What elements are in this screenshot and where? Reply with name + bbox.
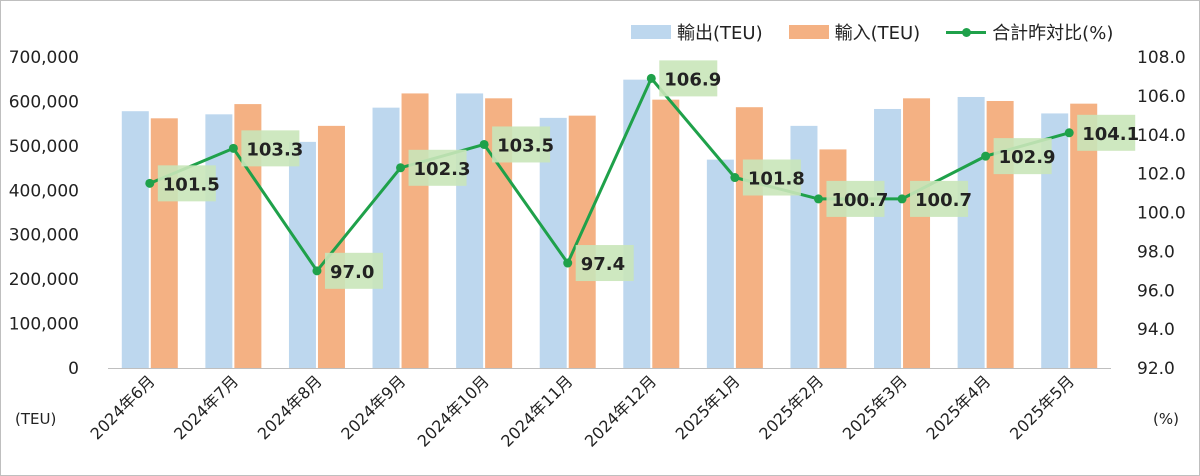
data-label-bg xyxy=(993,138,1052,175)
data-label-yoy: 101.8 xyxy=(748,169,805,190)
x-axis-tick-label: 2025年5月 xyxy=(1006,371,1078,443)
left-axis-tick-label: 300,000 xyxy=(9,226,79,246)
left-axis-unit: (TEU) xyxy=(15,410,57,428)
data-label-bg xyxy=(324,252,383,289)
legend-label-yoy: 合計昨対比(%) xyxy=(992,23,1114,44)
legend-item-yoy: 合計昨対比(%) xyxy=(946,19,1113,45)
point-yoy xyxy=(730,173,740,183)
left-axis-tick-label: 200,000 xyxy=(9,270,79,290)
point-yoy xyxy=(145,178,155,188)
x-axis-tick-label: 2024年9月 xyxy=(337,371,409,443)
right-axis-tick-label: 96.0 xyxy=(1137,281,1175,301)
bar-export xyxy=(372,107,400,369)
data-label-yoy: 102.9 xyxy=(999,147,1056,168)
point-yoy xyxy=(981,151,991,161)
bar-export xyxy=(288,141,316,368)
line-yoy xyxy=(149,76,1070,273)
x-axis-tick-label: 2024年12月 xyxy=(581,371,660,450)
data-label-yoy: 101.5 xyxy=(163,174,220,195)
data-label-yoy: 97.4 xyxy=(581,254,625,275)
data-label-bg xyxy=(1077,114,1136,151)
bar-export xyxy=(623,79,651,368)
right-axis-tick-label: 108.0 xyxy=(1137,48,1186,68)
left-axis-tick-label: 100,000 xyxy=(9,315,79,335)
x-axis-tick-label: 2025年3月 xyxy=(839,371,911,443)
data-label-bg xyxy=(742,159,801,196)
data-label-yoy: 102.3 xyxy=(414,159,471,180)
point-yoy xyxy=(479,139,489,149)
point-yoy xyxy=(897,194,907,204)
left-axis-tick-label: 500,000 xyxy=(9,137,79,157)
x-axis-tick-label: 2024年10月 xyxy=(414,371,493,450)
x-axis-tick-label: 2024年6月 xyxy=(87,371,159,443)
x-axis-tick-label: 2024年11月 xyxy=(497,371,576,450)
point-yoy xyxy=(228,143,238,153)
x-axis-tick-label: 2024年8月 xyxy=(254,371,326,443)
x-axis-tick-label: 2025年4月 xyxy=(922,371,994,443)
bar-export xyxy=(706,159,734,368)
left-axis-tick-label: 600,000 xyxy=(9,92,79,112)
data-label-yoy: 106.9 xyxy=(664,69,721,90)
point-yoy xyxy=(1064,128,1074,138)
bar-export xyxy=(205,114,233,368)
legend-item-export: 輸出(TEU) xyxy=(631,19,763,45)
left-axis-tick-label: 400,000 xyxy=(9,181,79,201)
data-label-bg xyxy=(157,165,216,202)
right-axis-tick-label: 106.0 xyxy=(1137,87,1186,107)
bar-import xyxy=(568,115,596,368)
left-axis-tick-label: 0 xyxy=(68,359,79,379)
right-axis-tick-label: 94.0 xyxy=(1137,320,1175,340)
point-yoy xyxy=(312,266,322,276)
data-label-yoy: 100.7 xyxy=(831,190,888,211)
x-axis-tick-label: 2024年7月 xyxy=(170,371,242,443)
right-axis-unit: (%) xyxy=(1153,410,1179,428)
data-label-bg xyxy=(575,245,634,282)
data-label-yoy: 103.5 xyxy=(497,135,554,156)
legend-swatch-import xyxy=(788,25,829,39)
data-label-yoy: 100.7 xyxy=(915,190,972,211)
data-label-bg xyxy=(659,60,718,97)
data-label-yoy: 104.1 xyxy=(1082,124,1139,145)
legend-item-import: 輸入(TEU) xyxy=(788,19,921,45)
bar-import xyxy=(903,98,931,368)
data-label-yoy: 103.3 xyxy=(246,139,303,160)
point-yoy xyxy=(646,73,656,83)
data-label-bg xyxy=(910,180,969,217)
point-yoy xyxy=(563,258,573,268)
data-label-bg xyxy=(408,149,467,186)
legend-label-export: 輸出(TEU) xyxy=(677,23,763,44)
right-axis-tick-label: 104.0 xyxy=(1137,126,1186,146)
bar-export xyxy=(121,111,149,369)
right-axis-tick-label: 92.0 xyxy=(1137,359,1175,379)
bar-import xyxy=(317,125,345,368)
bar-export xyxy=(957,96,985,368)
data-label-bg xyxy=(492,126,551,163)
left-axis-tick-label: 700,000 xyxy=(9,48,79,68)
bar-import xyxy=(652,99,680,368)
x-axis-tick-label: 2025年1月 xyxy=(672,371,744,443)
right-axis-tick-label: 102.0 xyxy=(1137,165,1186,185)
x-axis-tick-label: 2025年2月 xyxy=(755,371,827,443)
data-label-bg xyxy=(241,130,300,167)
right-axis-tick-label: 100.0 xyxy=(1137,204,1186,224)
data-label-yoy: 97.0 xyxy=(330,262,374,283)
legend-label-import: 輸入(TEU) xyxy=(834,23,921,44)
legend-swatch-export xyxy=(631,25,671,39)
legend-marker-yoy xyxy=(946,25,987,39)
legend: 輸出(TEU) 輸入(TEU) 合計昨対比(%) xyxy=(631,19,1139,45)
bar-export xyxy=(456,93,484,368)
point-yoy xyxy=(396,163,406,173)
bar-import xyxy=(401,93,429,368)
right-axis-tick-label: 98.0 xyxy=(1137,242,1175,262)
data-label-bg xyxy=(826,180,885,217)
bar-import xyxy=(150,118,178,368)
bar-export xyxy=(874,108,902,368)
bar-import xyxy=(735,107,763,368)
point-yoy xyxy=(813,194,823,204)
